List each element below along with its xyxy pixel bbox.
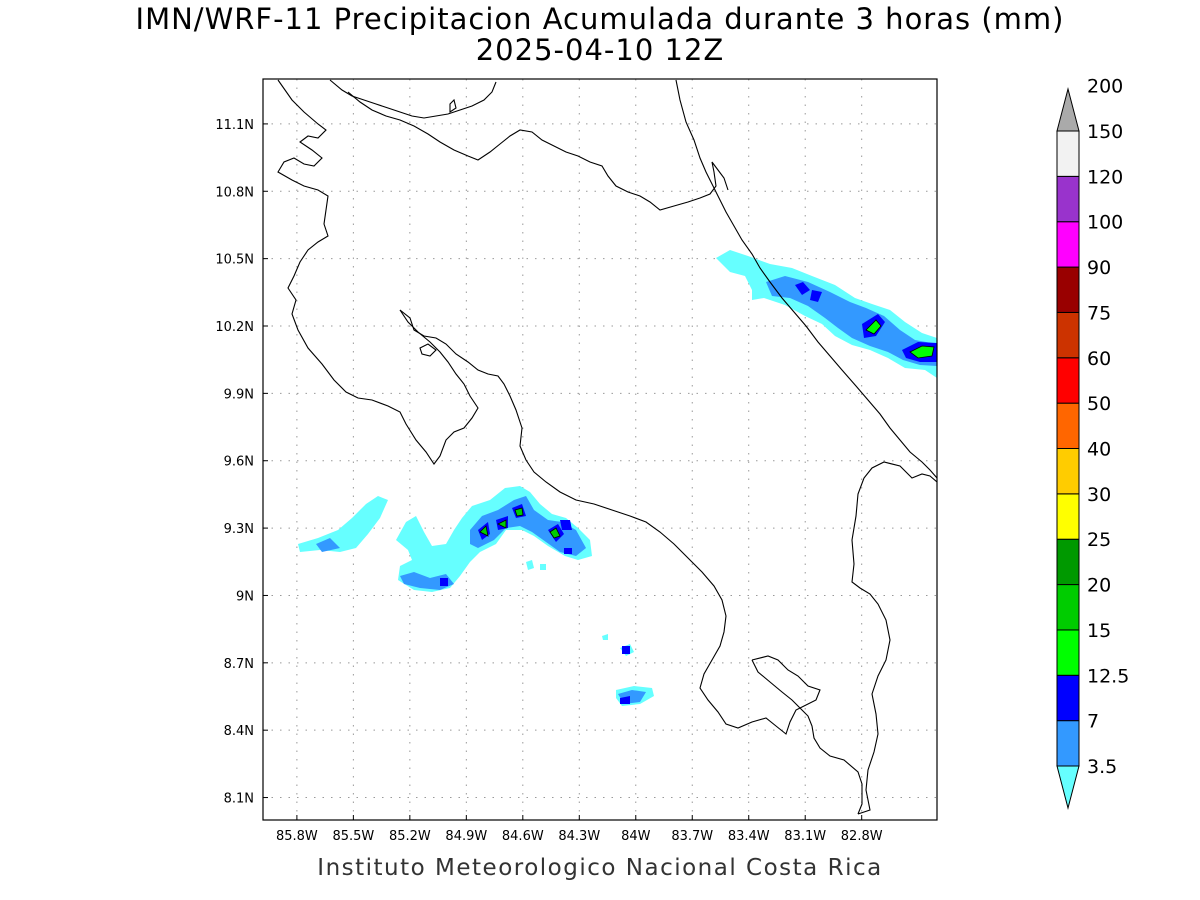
colorbar-swatch — [1056, 221, 1080, 268]
precip-area-heavy — [622, 646, 630, 654]
colorbar-swatch — [1056, 130, 1080, 177]
precip-area-heavy — [620, 696, 630, 704]
colorbar-label: 100 — [1087, 212, 1123, 234]
tick-label-lon: 83.7W — [671, 829, 713, 844]
precip-area-heavy — [440, 578, 448, 586]
colorbar-label: 200 — [1087, 76, 1123, 98]
coastlines — [277, 79, 937, 815]
colorbar-label: 7 — [1087, 711, 1099, 733]
map-date: 2025-04-10 12Z — [475, 33, 725, 67]
colorbar-label: 120 — [1087, 166, 1123, 188]
footer-credit: Instituto Meteorologico Nacional Costa R… — [317, 855, 883, 881]
tick-label-lon: 84.6W — [502, 829, 544, 844]
lake-nicaragua — [329, 79, 497, 119]
tick-label-lon: 82.8W — [841, 829, 883, 844]
island — [449, 98, 457, 114]
caribbean-coast — [675, 79, 937, 479]
colorbar-swatch — [1056, 311, 1080, 359]
precip-area-light — [540, 564, 546, 570]
colorbar-label: 25 — [1087, 529, 1111, 551]
precip-area-heavy — [560, 520, 572, 530]
precip-area-very-heavy — [909, 345, 935, 359]
tick-label-lon: 84.9W — [445, 829, 487, 844]
tick-label-lon: 85.5W — [332, 829, 374, 844]
colorbar-swatch — [1056, 720, 1080, 767]
tick-label-lat: 9N — [236, 589, 254, 604]
precip-area-very-heavy — [549, 527, 561, 539]
tick-label-lat: 11.1N — [215, 118, 254, 133]
map-grid — [263, 79, 937, 820]
tick-label-lat: 9.3N — [224, 522, 254, 537]
precip-area-very-heavy — [514, 507, 524, 517]
tick-label-lat: 8.7N — [224, 657, 254, 672]
tick-label-lat: 8.4N — [224, 724, 254, 739]
tick-label-lat: 10.2N — [215, 320, 254, 335]
precip-area-medium — [766, 276, 937, 366]
colorbar-swatch — [1056, 87, 1080, 132]
precip-area-heavy — [810, 290, 822, 302]
colorbar-swatch — [1056, 629, 1080, 676]
colorbar-label: 3.5 — [1087, 756, 1117, 778]
precip-area-light — [602, 634, 608, 640]
tick-label-lat: 10.5N — [215, 253, 254, 268]
colorbar-swatch — [1056, 538, 1080, 586]
colorbar-label: 75 — [1087, 302, 1111, 324]
axis-tick-labels: 85.8W 85.5W 85.2W 84.9W 84.6W 84.3W 84W 83.7W 83… — [215, 118, 882, 844]
colorbar-swatch — [1056, 584, 1080, 631]
colorbar-label: 50 — [1087, 393, 1111, 415]
colorbar-swatch — [1056, 448, 1080, 495]
tick-label-lon: 83.4W — [728, 829, 770, 844]
colorbar-swatch — [1056, 266, 1080, 313]
nicaragua-coast — [277, 79, 479, 465]
map-frame — [262, 78, 938, 821]
colorbar-swatch — [1056, 357, 1080, 404]
precip-area-very-heavy — [479, 525, 489, 537]
colorbar-label: 30 — [1087, 484, 1111, 506]
tick-label-lon: 83.1W — [784, 829, 826, 844]
tick-label-lat: 8.1N — [224, 792, 254, 807]
tick-label-lon: 84.3W — [558, 829, 600, 844]
colorbar-label: 60 — [1087, 348, 1111, 370]
precip-area-heavy — [795, 282, 810, 295]
osa-peninsula — [751, 659, 863, 815]
tick-label-lat: 10.8N — [215, 185, 254, 200]
colorbar-label: 150 — [1087, 121, 1123, 143]
precip-area-medium — [316, 538, 340, 552]
colorbar-swatch — [1056, 175, 1080, 223]
precip-area-heavy — [564, 548, 572, 554]
colorbar-swatch — [1056, 402, 1080, 449]
color-legend: 3.5 7 12.5 15 20 25 30 40 50 60 75 90 100 120 150 200 — [1056, 76, 1129, 810]
panama-border — [851, 461, 937, 815]
tick-label-lon: 84W — [621, 829, 651, 844]
colorbar-swatch — [1056, 674, 1080, 722]
map-title: IMN/WRF-11 Precipitacion Acumulada duran… — [135, 2, 1065, 36]
precip-area-very-heavy — [865, 319, 882, 335]
tick-label-lon: 85.8W — [276, 829, 318, 844]
colorbar-swatch — [1056, 493, 1080, 540]
precip-area-very-heavy — [497, 519, 507, 529]
colorbar-label: 15 — [1087, 620, 1111, 642]
tick-label-lon: 85.2W — [389, 829, 431, 844]
precipitation-shading — [298, 250, 937, 706]
nicaragua-border — [347, 91, 729, 211]
colorbar-label: 40 — [1087, 439, 1111, 461]
colorbar-swatch — [1056, 765, 1080, 810]
nicoya-gulf — [399, 309, 821, 735]
tick-label-lat: 9.6N — [224, 455, 254, 470]
colorbar-label: 12.5 — [1087, 665, 1129, 687]
chira-island — [419, 343, 437, 357]
tick-label-lat: 9.9N — [224, 387, 254, 402]
colorbar-label: 20 — [1087, 575, 1111, 597]
precip-area-light — [298, 496, 388, 552]
colorbar-label: 90 — [1087, 257, 1111, 279]
precip-area-light — [526, 560, 534, 570]
